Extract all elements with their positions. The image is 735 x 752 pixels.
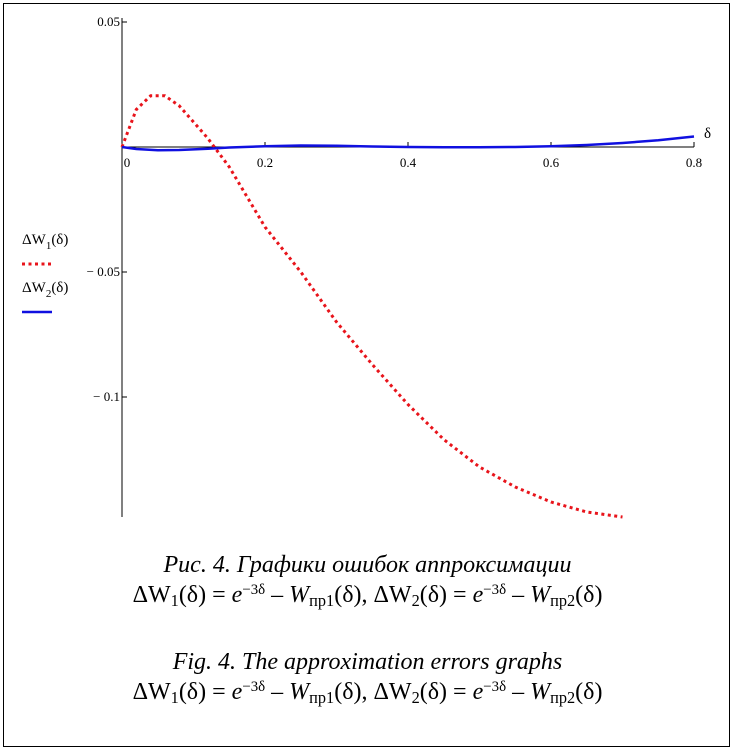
caption-en-title: Fig. 4. The approximation errors graphs bbox=[172, 649, 563, 675]
y-tick-label: 0.05 bbox=[97, 14, 120, 29]
x-tick-label: 0.4 bbox=[400, 155, 417, 170]
x-tick-label: 0.6 bbox=[543, 155, 560, 170]
caption-ru: Рис. 4. Графики ошибок аппроксимации ΔW1… bbox=[0, 550, 735, 610]
y-tick-label: − 0.05 bbox=[87, 264, 120, 279]
x-axis-label: δ bbox=[704, 126, 711, 142]
y-tick-label: − 0.1 bbox=[93, 389, 120, 404]
caption-en: Fig. 4. The approximation errors graphs … bbox=[0, 647, 735, 707]
x-tick-label: 0.8 bbox=[686, 155, 702, 170]
legend-label-1: ΔW1(δ) bbox=[22, 232, 68, 252]
series-2-line bbox=[121, 135, 695, 152]
x-tick-label: 0.2 bbox=[257, 155, 273, 170]
legend-label-2: ΔW2(δ) bbox=[22, 280, 68, 300]
caption-en-formula: ΔW1(δ) = e−3δ – Wпр1(δ), ΔW2(δ) = e−3δ –… bbox=[132, 678, 603, 708]
caption-ru-formula: ΔW1(δ) = e−3δ – Wпр1(δ), ΔW2(δ) = e−3δ –… bbox=[132, 581, 603, 611]
chart: 0 0.2 0.4 0.6 0.8 0.05 − 0.05 − 0.1 δ ΔW1(δ) ΔW2(δ… bbox=[22, 14, 711, 519]
series-1-line bbox=[120, 94, 623, 519]
caption-ru-title: Рис. 4. Графики ошибок аппроксимации bbox=[163, 552, 572, 578]
figure-frame bbox=[3, 3, 730, 747]
x-tick-label: 0 bbox=[124, 155, 131, 170]
